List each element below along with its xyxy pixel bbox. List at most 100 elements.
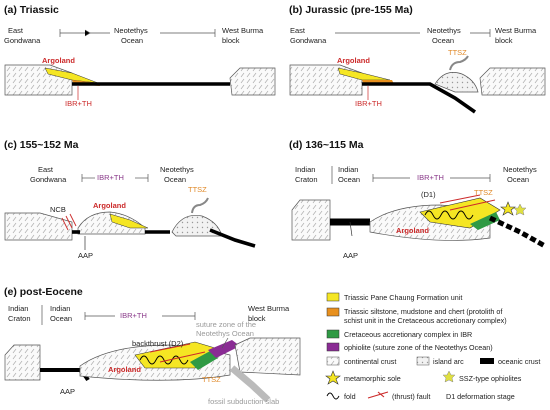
ncb-rift-faults (61, 213, 77, 231)
legend-fold: fold (344, 392, 356, 401)
ophiolite-unit (208, 340, 240, 358)
west-burma-label: West Burma (248, 304, 290, 313)
neotethys-label: Neotethys (160, 165, 194, 174)
suture-label-2: Neotethys Ocean (196, 329, 254, 338)
indian-ocean-label-2: Ocean (338, 175, 360, 184)
west-burma-crust (479, 67, 546, 96)
fossil-slab (229, 365, 271, 403)
green-unit (190, 350, 218, 370)
legend-triassic-silt-2: schist unit in the Cretaceous accretiona… (344, 316, 507, 325)
thrust-faults (439, 194, 496, 211)
panel-e: (e) post-Eocene Indian Craton Indian Oce… (4, 286, 301, 406)
west-burma-label-2: block (222, 36, 240, 45)
ttsz-label: TTSZ (474, 188, 493, 197)
east-gondwana-crust (4, 64, 73, 96)
legend: Triassic Pane Chaung Formation unit Tria… (325, 292, 540, 401)
legend-swatch-ophiolite (326, 342, 340, 352)
legend-swatch-island-arc (416, 356, 430, 366)
legend-triassic-unit: Triassic Pane Chaung Formation unit (344, 293, 462, 302)
legend-swatch-continental (326, 356, 340, 366)
panel-b-title: (b) Jurassic (pre-155 Ma) (289, 4, 413, 16)
indian-craton-label-2: Craton (295, 175, 318, 184)
fold-trace (424, 210, 474, 220)
ssz-ophiolite-icon (442, 370, 456, 383)
indian-ocean-label-2: Ocean (50, 314, 72, 323)
legend-oceanic: oceanic crust (498, 357, 540, 366)
neotethys-label-2: Ocean (507, 175, 529, 184)
panel-d-title: (d) 136~115 Ma (289, 139, 364, 151)
span-arrows (81, 174, 149, 182)
suture-label: suture zone of the (196, 320, 256, 329)
argoland-label: Argoland (42, 56, 75, 65)
island-arc (434, 72, 479, 93)
panel-a-title: (a) Triassic (4, 4, 59, 16)
legend-ophiolite: ophiolite (suture zone of the Neotethys … (344, 343, 493, 352)
passive-margin-sediment (109, 213, 149, 229)
east-gondwana-crust (4, 212, 73, 241)
east-gondwana-label: East (290, 26, 306, 35)
backthrust-label: backthrust (D2) (132, 339, 184, 348)
argoland-label: Argoland (93, 201, 126, 210)
neotethys-label: Neotethys (503, 165, 537, 174)
span-arrows (335, 29, 491, 37)
west-burma-label-2: block (495, 36, 513, 45)
neotethys-label-2: Ocean (164, 175, 186, 184)
east-gondwana-crust (289, 64, 363, 96)
legend-triassic-silt: Triassic siltstone, mudstone and chert (… (344, 307, 502, 316)
volcanic-plume (191, 197, 209, 214)
legend-ssz: SSZ-type ophiolites (459, 374, 522, 383)
east-gondwana-label-2: Gondwana (30, 175, 67, 184)
volcanic-plume (449, 55, 469, 71)
panel-a: (a) Triassic East Gondwana Neotethys Oce… (4, 4, 276, 108)
aap-label: AAP (78, 251, 93, 260)
neotethys-label: Neotethys (427, 26, 461, 35)
legend-swatch-triassic-silt (326, 307, 340, 317)
metamorphic-sole-icon (325, 370, 341, 385)
indian-craton-crust (4, 344, 41, 381)
thrust-faults (149, 343, 206, 363)
west-burma-label: West Burma (222, 26, 264, 35)
indian-craton-label: Indian (295, 165, 315, 174)
ibr-th-label: IBR+TH (97, 173, 124, 182)
indian-ocean-label: Indian (50, 304, 70, 313)
ibr-th-label: IBR+TH (120, 311, 147, 320)
legend-continental: continental crust (344, 357, 396, 366)
neotethys-label: Neotethys (114, 26, 148, 35)
west-burma-crust (234, 337, 301, 376)
ibr-th-label: IBR+TH (355, 99, 382, 108)
east-gondwana-label: East (8, 26, 24, 35)
ttsz-label: TTSZ (188, 185, 207, 194)
aap-slab (349, 221, 353, 237)
indian-craton-label-2: Craton (8, 314, 31, 323)
legend-swatch-triassic-unit (326, 292, 340, 302)
ncb-label: NCB (50, 205, 66, 214)
suture-pointer (221, 337, 229, 349)
indian-ocean-label: Indian (338, 165, 358, 174)
legend-swatch-oceanic (480, 358, 494, 364)
metamorphic-sole-icon (500, 201, 516, 216)
ibr-th-label: IBR+TH (417, 173, 444, 182)
panel-d: (d) 136~115 Ma Indian Craton Indian Ocea… (289, 139, 547, 260)
neotethys-label-2: Ocean (121, 36, 143, 45)
legend-island-arc: island arc (433, 357, 464, 366)
span-arrows (41, 305, 196, 325)
aap-label: AAP (60, 387, 75, 396)
west-burma-label-2: block (248, 314, 266, 323)
panel-c-title: (c) 155~152 Ma (4, 139, 79, 151)
east-gondwana-label-2: Gondwana (290, 36, 327, 45)
ssz-ophiolite-icon (513, 203, 527, 216)
panel-b: (b) Jurassic (pre-155 Ma) East Gondwana … (289, 4, 546, 114)
fossil-slab-label: fossil subduction slab (208, 397, 279, 406)
d1-label: (D1) (421, 190, 436, 199)
oceanic-crust (362, 82, 477, 114)
subducting-slab (488, 215, 547, 249)
legend-metamorphic: metamorphic sole (344, 374, 401, 383)
legend-fault: (thrust) fault (392, 392, 430, 401)
fold-trace (139, 355, 189, 365)
span-arrows (59, 29, 216, 37)
east-gondwana-label: East (38, 165, 54, 174)
indian-craton-crust (291, 199, 331, 241)
subducting-slab (209, 228, 256, 248)
west-burma-label: West Burma (495, 26, 537, 35)
